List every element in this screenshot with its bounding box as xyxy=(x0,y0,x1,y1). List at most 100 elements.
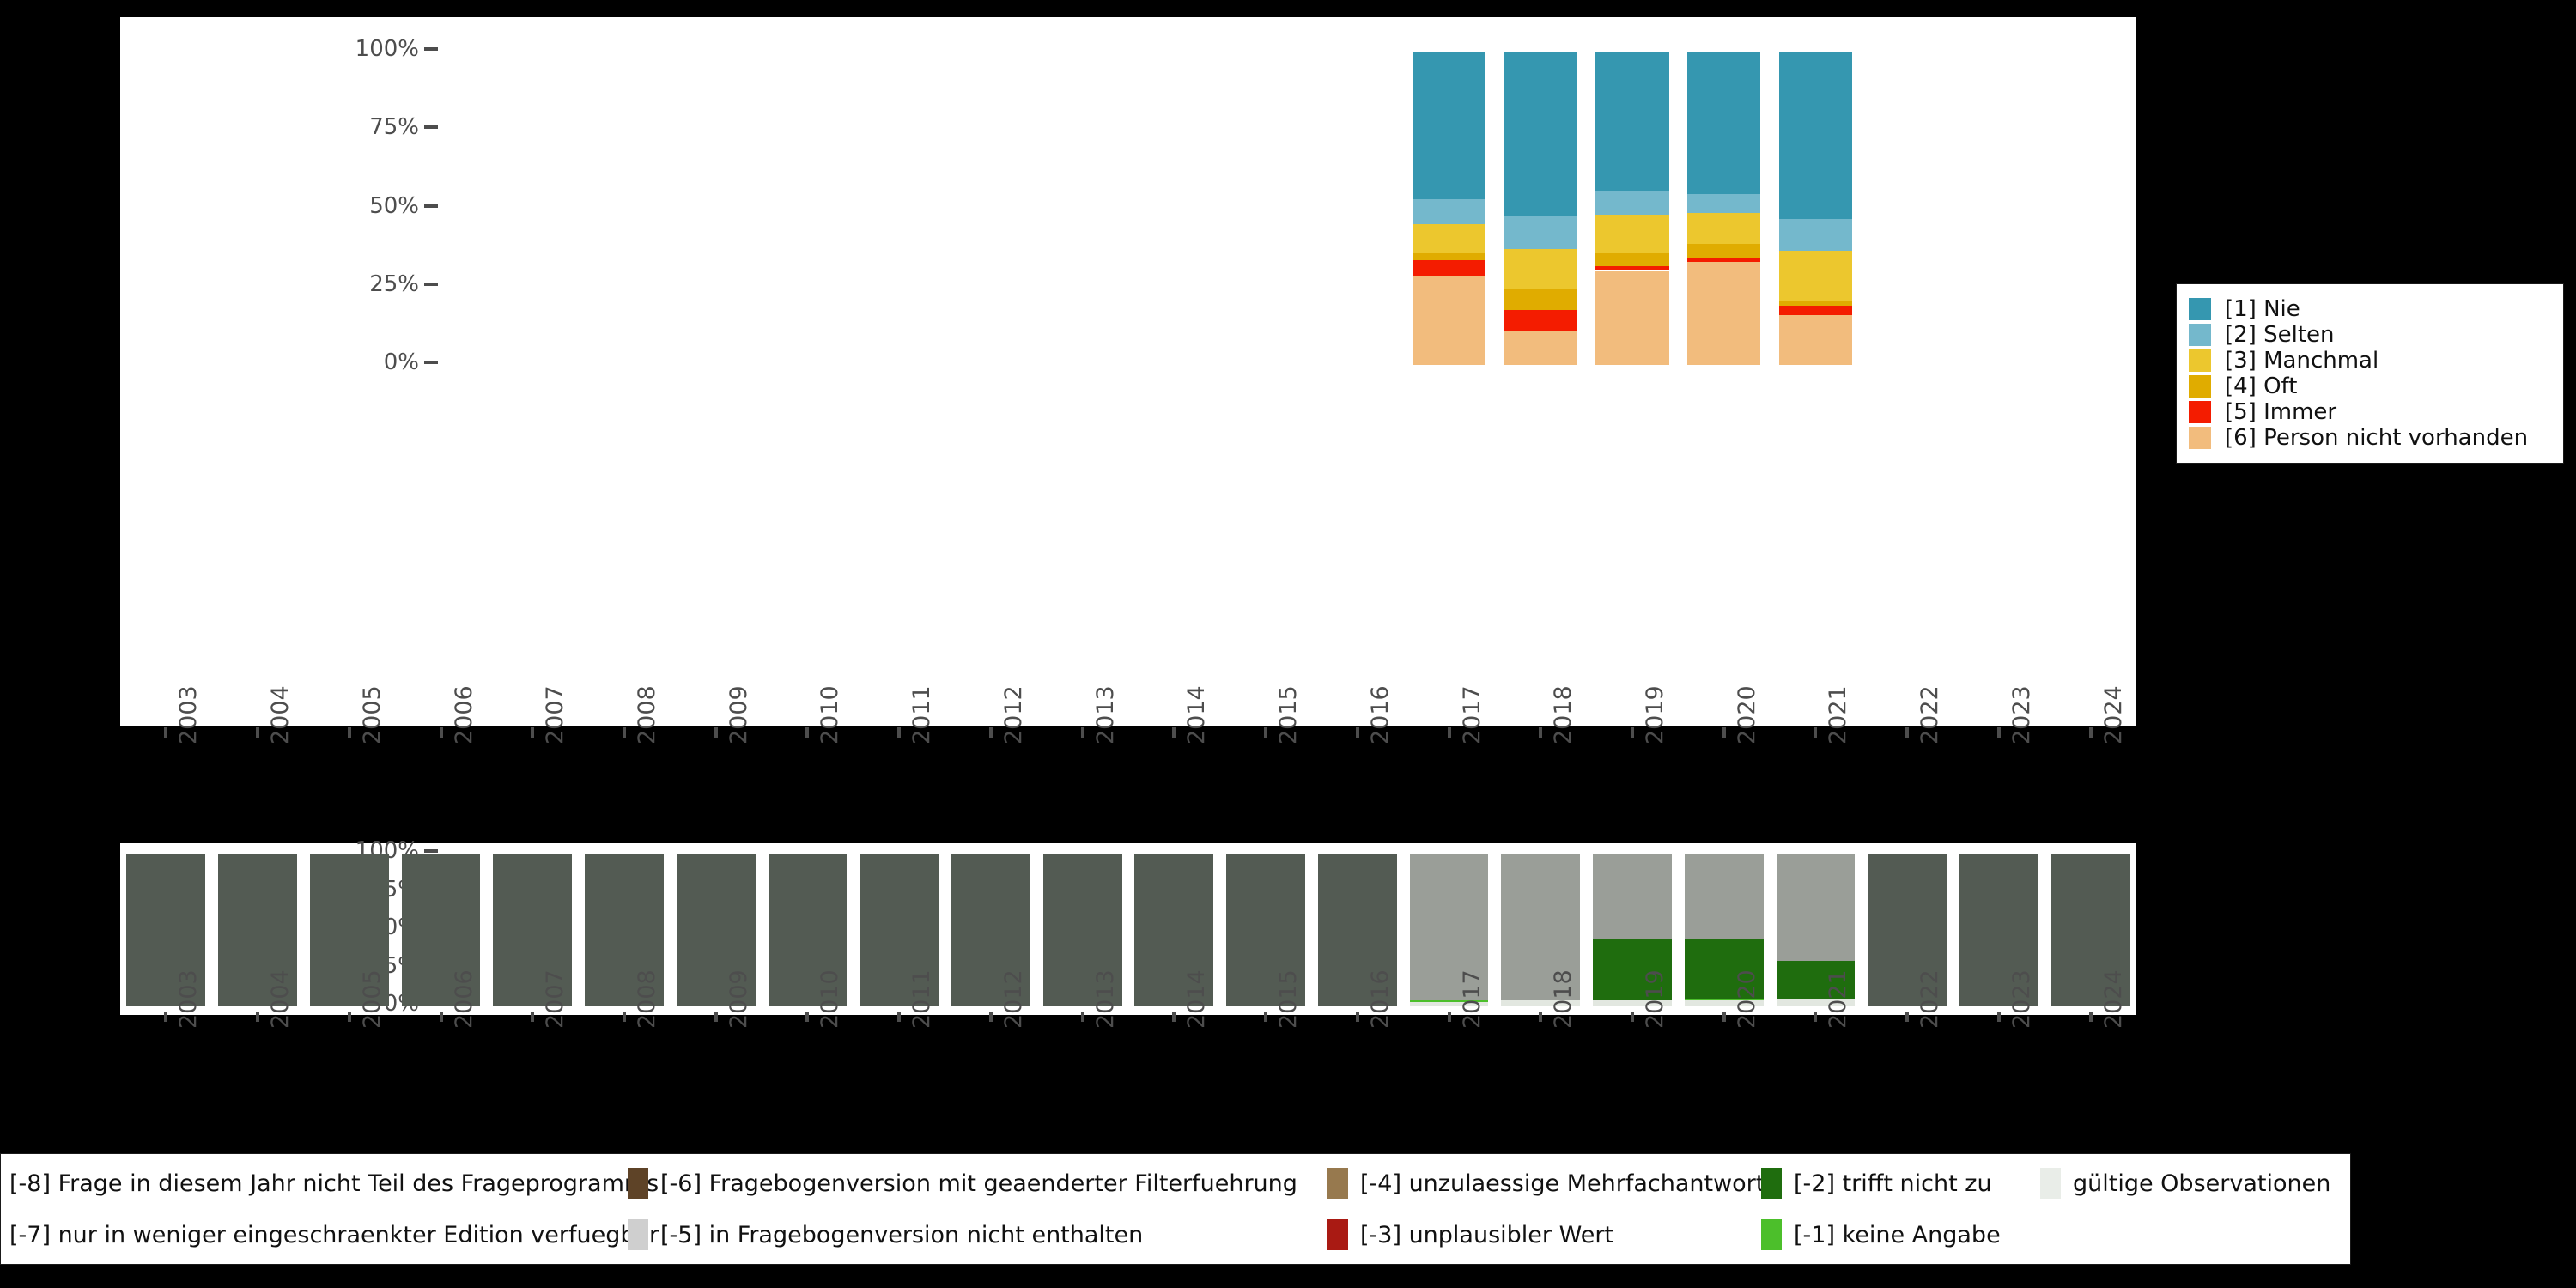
observations-bar-column[interactable] xyxy=(1501,843,1581,1015)
status-legend-item-1[interactable]: [-8] Frage in diesem Jahr nicht Teil des… xyxy=(0,1168,659,1199)
observations-bar-segment[interactable] xyxy=(585,854,664,1006)
status-legend-item-2[interactable]: [-6] Fragebogenversion mit geaenderter F… xyxy=(628,1168,1297,1199)
observations-bar-segment[interactable] xyxy=(1409,999,1489,1002)
observations-bar-segment[interactable] xyxy=(1501,854,1581,1000)
observations-bar-segment[interactable] xyxy=(1593,854,1672,939)
bar-segment[interactable] xyxy=(1595,191,1669,215)
bar-segment[interactable] xyxy=(1504,52,1577,216)
legend-item-5[interactable]: [5] Immer xyxy=(2189,399,2549,425)
observations-bar-segment[interactable] xyxy=(1868,854,1947,1006)
status-legend-item-9[interactable]: [-1] keine Angabe xyxy=(1761,1219,2001,1250)
bar-segment[interactable] xyxy=(1687,194,1761,213)
observations-bar-column[interactable] xyxy=(860,843,939,1015)
bar-segment[interactable] xyxy=(1778,219,1853,251)
observations-bar-segment[interactable] xyxy=(951,854,1030,1006)
status-legend-item-3[interactable]: [-4] unzulaessige Mehrfachantwort xyxy=(1327,1168,1765,1199)
bar-segment[interactable] xyxy=(1687,212,1761,245)
bar-segment[interactable] xyxy=(1595,214,1669,254)
legend-item-4[interactable]: [4] Oft xyxy=(2189,374,2549,399)
observations-bar-column[interactable] xyxy=(951,843,1030,1015)
observations-bar-segment[interactable] xyxy=(1684,854,1764,939)
observations-bar-segment[interactable] xyxy=(493,854,573,1006)
bar-segment[interactable] xyxy=(1778,52,1853,220)
status-legend-item-5[interactable]: gültige Observationen xyxy=(2040,1168,2330,1199)
bar-segment[interactable] xyxy=(1687,258,1761,262)
observations-bar-segment[interactable] xyxy=(1776,960,1856,999)
bar-column[interactable] xyxy=(1778,17,1853,726)
bar-column[interactable] xyxy=(1412,17,1486,726)
observations-bar-column[interactable] xyxy=(1226,843,1305,1015)
observations-bar-segment[interactable] xyxy=(126,854,206,1006)
status-legend-item-8[interactable]: [-3] unplausibler Wert xyxy=(1327,1219,1613,1250)
bar-segment[interactable] xyxy=(1412,52,1486,199)
bar-segment[interactable] xyxy=(1504,216,1577,249)
observations-bar-column[interactable] xyxy=(1776,843,1856,1015)
bar-column[interactable] xyxy=(1595,17,1669,726)
observations-bar-segment[interactable] xyxy=(1593,999,1672,1006)
observations-bar-segment[interactable] xyxy=(1684,999,1764,1006)
legend-item-2[interactable]: [2] Selten xyxy=(2189,322,2549,348)
legend-item-6[interactable]: [6] Person nicht vorhanden xyxy=(2189,425,2549,451)
observations-bar-segment[interactable] xyxy=(218,854,297,1006)
observations-bar-segment[interactable] xyxy=(401,854,481,1006)
observations-bar-segment[interactable] xyxy=(1776,854,1856,961)
observations-bar-column[interactable] xyxy=(768,843,848,1015)
observations-bar-segment[interactable] xyxy=(1317,854,1397,1006)
observations-bar-segment[interactable] xyxy=(1684,939,1764,999)
observations-bar-segment[interactable] xyxy=(768,854,848,1006)
observations-bar-segment[interactable] xyxy=(309,854,389,1006)
bar-segment[interactable] xyxy=(1778,250,1853,301)
bar-segment[interactable] xyxy=(1595,52,1669,191)
observations-bar-segment[interactable] xyxy=(1226,854,1305,1006)
bar-segment[interactable] xyxy=(1595,253,1669,267)
bar-segment[interactable] xyxy=(1504,310,1577,331)
bar-segment[interactable] xyxy=(1412,223,1486,254)
observations-bar-segment[interactable] xyxy=(1501,999,1581,1006)
bar-segment[interactable] xyxy=(1778,314,1853,365)
observations-bar-segment[interactable] xyxy=(1042,854,1122,1006)
observations-bar-segment[interactable] xyxy=(1409,1001,1489,1006)
observations-bar-column[interactable] xyxy=(401,843,481,1015)
status-legend-item-4[interactable]: [-2] trifft nicht zu xyxy=(1761,1168,1992,1199)
bar-segment[interactable] xyxy=(1595,270,1669,365)
observations-bar-column[interactable] xyxy=(1042,843,1122,1015)
bar-segment[interactable] xyxy=(1595,266,1669,271)
bar-column[interactable] xyxy=(1687,17,1761,726)
bar-segment[interactable] xyxy=(1504,248,1577,289)
observations-bar-column[interactable] xyxy=(1409,843,1489,1015)
observations-bar-column[interactable] xyxy=(1317,843,1397,1015)
bar-segment[interactable] xyxy=(1412,198,1486,224)
observations-bar-segment[interactable] xyxy=(860,854,939,1006)
bar-segment[interactable] xyxy=(1687,261,1761,365)
bar-segment[interactable] xyxy=(1778,301,1853,306)
observations-bar-column[interactable] xyxy=(493,843,573,1015)
observations-bar-segment[interactable] xyxy=(1684,999,1764,1001)
observations-bar-column[interactable] xyxy=(1959,843,2038,1015)
observations-bar-column[interactable] xyxy=(309,843,389,1015)
observations-bar-segment[interactable] xyxy=(1959,854,2038,1006)
bar-segment[interactable] xyxy=(1412,259,1486,276)
bar-segment[interactable] xyxy=(1412,275,1486,365)
observations-bar-column[interactable] xyxy=(1134,843,1214,1015)
observations-bar-segment[interactable] xyxy=(2050,854,2130,1006)
legend-item-1[interactable]: [1] Nie xyxy=(2189,296,2549,322)
observations-bar-segment[interactable] xyxy=(1409,854,1489,1000)
bar-segment[interactable] xyxy=(1412,253,1486,260)
bar-segment[interactable] xyxy=(1687,244,1761,258)
observations-bar-column[interactable] xyxy=(2050,843,2130,1015)
observations-bar-column[interactable] xyxy=(676,843,756,1015)
observations-bar-column[interactable] xyxy=(1868,843,1947,1015)
observations-bar-segment[interactable] xyxy=(1134,854,1214,1006)
observations-bar-segment[interactable] xyxy=(1593,939,1672,1000)
observations-bar-segment[interactable] xyxy=(1776,999,1856,1006)
bar-segment[interactable] xyxy=(1504,288,1577,311)
observations-bar-column[interactable] xyxy=(1684,843,1764,1015)
status-legend-item-7[interactable]: [-5] in Fragebogenversion nicht enthalte… xyxy=(628,1219,1143,1250)
bar-segment[interactable] xyxy=(1778,305,1853,315)
observations-bar-column[interactable] xyxy=(585,843,664,1015)
bar-segment[interactable] xyxy=(1687,52,1761,195)
bar-segment[interactable] xyxy=(1504,330,1577,365)
observations-bar-column[interactable] xyxy=(126,843,206,1015)
legend-item-3[interactable]: [3] Manchmal xyxy=(2189,348,2549,374)
observations-bar-segment[interactable] xyxy=(676,854,756,1006)
